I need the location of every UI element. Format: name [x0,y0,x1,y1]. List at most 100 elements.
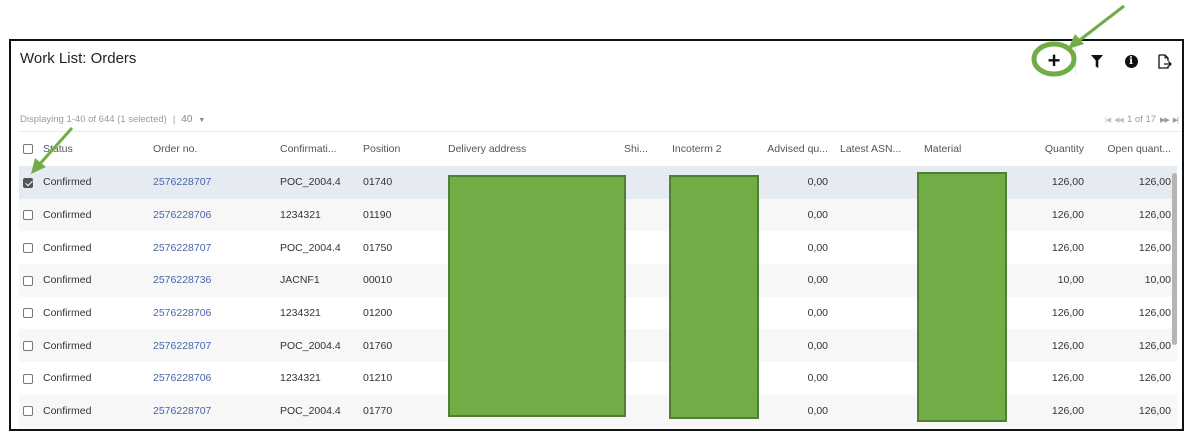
row-checkbox[interactable] [23,341,33,351]
cell-status: Confirmed [43,307,92,320]
table-row[interactable]: Confirmed 2576228706 1234321 01200 0,00 126,0… [19,297,1177,330]
filter-button[interactable] [1080,43,1114,79]
cell-position: 01770 [357,394,442,428]
col-advised-qty[interactable]: Advised qu... [767,143,828,155]
cell-position: 00010 [357,264,442,297]
row-checkbox[interactable] [23,210,33,221]
redacted-incoterm [669,175,759,419]
page-title: Work List: Orders [20,50,137,67]
worklist-panel: Work List: Orders + i Displaying 1-40 of… [9,39,1184,431]
order-link[interactable]: 2576228706 [153,209,212,222]
prev-page-icon[interactable]: ◀◀ [1114,116,1124,124]
cell-open-quantity: 126,00 [1138,241,1171,254]
cell-quantity: 126,00 [1010,329,1090,363]
cell-latest-asn [834,297,918,330]
vertical-scrollbar[interactable] [1172,173,1177,345]
cell-confirmation: POC_2004.4 [274,394,357,428]
cell-quantity: 10,00 [1010,264,1090,297]
cell-shipping [618,198,666,232]
redacted-delivery-address [448,175,626,417]
col-latest-asn[interactable]: Latest ASN... [840,143,902,155]
cell-open-quantity: 126,00 [1090,166,1177,199]
cell-position: 01190 [357,198,442,232]
cell-open-quantity: 126,00 [1138,307,1171,320]
cell-confirmation: 1234321 [274,198,357,232]
table-row[interactable]: Confirmed 2576228706 1234321 01210 0,00 126,0… [19,362,1177,395]
info-button[interactable]: i [1114,43,1148,79]
cell-confirmation: 1234321 [280,307,321,320]
cell-position: 01210 [363,372,393,385]
col-position[interactable]: Position [363,143,401,155]
cell-latest-asn [834,231,918,264]
order-link[interactable]: 2576228736 [153,274,212,287]
page-indicator: 1 of 17 [1126,114,1157,125]
cell-status: Confirmed [37,394,147,428]
cell-quantity: 126,00 [1010,166,1090,199]
order-link[interactable]: 2576228707 [153,241,212,254]
cell-quantity: 126,00 [1010,198,1090,232]
cell-shipping [618,394,666,428]
cell-advised-qty: 0,00 [750,264,834,297]
export-button[interactable] [1148,43,1182,79]
table-row[interactable]: Confirmed 2576228707 POC_2004.4 01750 0,00 12… [19,231,1177,264]
cell-advised-qty: 0,00 [750,329,834,363]
order-link[interactable]: 2576228707 [153,176,212,189]
row-checkbox[interactable] [23,406,33,417]
export-icon [1158,53,1172,69]
pager: |◀ ◀◀ 1 of 17 ▶▶ ▶| [1104,114,1179,125]
next-page-icon[interactable]: ▶▶ [1160,116,1170,124]
plus-icon: + [1047,48,1061,73]
cell-confirmation: POC_2004.4 [274,329,357,363]
table-header-row: Status Order no. Confirmati... Position … [19,132,1177,166]
page-size-select[interactable]: 40 ▼ [181,114,206,125]
cell-advised-qty: 0,00 [807,241,828,254]
cell-open-quantity: 126,00 [1090,198,1177,232]
results-status: Displaying 1-40 of 644 (1 selected) | 40… [20,114,205,125]
row-checkbox[interactable] [23,308,33,319]
toolbar-divider [1075,47,1076,75]
cell-confirmation: 1234321 [280,372,321,385]
row-checkbox[interactable] [23,177,33,188]
cell-status: Confirmed [43,372,92,385]
col-incoterm-2[interactable]: Incoterm 2 [672,143,722,155]
cell-open-quantity: 126,00 [1090,394,1177,428]
col-delivery-address[interactable]: Delivery address [448,143,527,155]
order-link[interactable]: 2576228706 [153,307,212,320]
col-status[interactable]: Status [43,143,73,155]
cell-position: 01750 [363,241,393,254]
first-page-icon[interactable]: |◀ [1104,116,1111,124]
order-link[interactable]: 2576228707 [153,405,212,418]
col-confirmation[interactable]: Confirmati... [280,143,337,155]
cell-latest-asn [834,362,918,395]
order-link[interactable]: 2576228706 [153,372,212,385]
col-shipping[interactable]: Shi... [624,143,648,155]
cell-position: 01200 [363,307,393,320]
cell-latest-asn [834,264,918,297]
cell-latest-asn [834,198,918,232]
cell-advised-qty: 0,00 [807,307,828,320]
row-checkbox[interactable] [23,275,33,286]
info-icon: i [1124,54,1138,68]
row-checkbox[interactable] [23,242,33,253]
cell-status: Confirmed [43,241,92,254]
select-all-checkbox[interactable] [23,144,33,155]
cell-status: Confirmed [37,329,147,363]
cell-latest-asn [834,394,918,428]
cell-quantity: 126,00 [1051,372,1084,385]
add-button[interactable]: + [1037,43,1071,79]
cell-status: Confirmed [37,166,147,199]
col-order-no[interactable]: Order no. [153,143,198,155]
col-open-quantity[interactable]: Open quant... [1107,143,1171,155]
chevron-down-icon: ▼ [198,117,206,124]
cell-quantity: 126,00 [1051,307,1084,320]
col-material[interactable]: Material [924,143,962,155]
cell-position: 01740 [357,166,442,199]
cell-quantity: 126,00 [1051,241,1084,254]
col-quantity[interactable]: Quantity [1044,143,1084,155]
last-page-icon[interactable]: ▶| [1172,116,1179,124]
row-checkbox[interactable] [23,373,33,384]
cell-open-quantity: 10,00 [1090,264,1177,297]
order-link[interactable]: 2576228707 [153,339,212,352]
display-count: Displaying 1-40 of 644 (1 selected) [20,114,167,125]
toolbar: + i [1037,41,1182,81]
